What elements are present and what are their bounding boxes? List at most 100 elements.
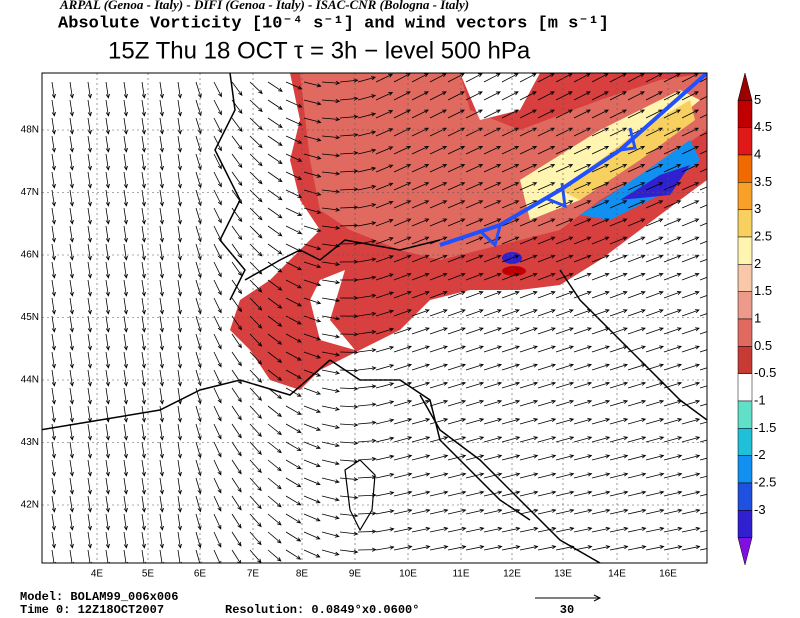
wind-arrow [681, 309, 700, 317]
wind-arrow [195, 333, 202, 351]
wind-arrow [285, 171, 303, 180]
wind-arrow [105, 477, 110, 495]
wind-arrow [267, 477, 282, 490]
wind-arrow [411, 73, 429, 83]
wind-arrow [393, 73, 411, 83]
wind-arrow [87, 225, 92, 243]
wind-arrow [609, 399, 629, 407]
header-line1: ARPAL (Genoa - Italy) - DIFI (Genoa - It… [59, 0, 469, 12]
wind-arrow [123, 243, 128, 261]
wind-arrow [177, 387, 182, 405]
colorbar-label: -1 [754, 392, 766, 407]
wind-arrow [465, 200, 484, 209]
wind-arrow [141, 387, 146, 405]
wind-arrow [123, 369, 128, 387]
wind-arrow [447, 91, 465, 101]
wind-arrow [285, 549, 302, 560]
wind-arrow [357, 203, 377, 209]
wind-arrow [519, 236, 538, 245]
wind-arrow [87, 477, 92, 495]
wind-arrow [249, 153, 263, 167]
wind-arrow [573, 508, 593, 515]
wind-arrow [627, 436, 647, 443]
wind-arrow [609, 109, 627, 119]
wind-arrow [663, 490, 683, 497]
model-label: Model: BOLAM99_006x006 [20, 590, 178, 604]
wind-arrow [645, 291, 664, 299]
wind-arrow [591, 363, 611, 371]
wind-arrow [303, 351, 322, 359]
wind-arrow [267, 153, 283, 165]
graticule-labels: 4E 5E 6E 7E 8E 9E 10E 11E 12E 13E 14E 16E 48N 47N 46N 4… [21, 125, 678, 580]
wind-arrow [609, 272, 628, 281]
wind-arrow [681, 236, 700, 245]
wind-arrow [699, 385, 707, 389]
wind-arrow [141, 99, 146, 117]
wind-arrow [159, 333, 164, 351]
wind-arrow [213, 549, 222, 563]
wind-arrow [213, 279, 222, 296]
wind-arrow [429, 218, 448, 227]
wind-arrow [483, 363, 503, 371]
wind-arrow [195, 513, 202, 531]
wind-arrow [591, 399, 611, 407]
wind-arrow [159, 297, 164, 315]
wind-arrow [537, 327, 556, 335]
wind-arrow [645, 200, 664, 209]
wind-arrow [177, 531, 182, 549]
wind-arrow [375, 182, 394, 191]
wind-arrow [699, 258, 707, 263]
wind-arrow [573, 436, 593, 443]
wind-arrow [699, 403, 707, 407]
wind-arrow [429, 309, 448, 317]
wind-arrow [501, 164, 520, 173]
wind-arrow [681, 164, 700, 173]
wind-arrow [375, 400, 395, 407]
wind-arrow [429, 327, 448, 335]
colorbar-bin [737, 209, 753, 238]
wind-arrow [483, 526, 503, 533]
wind-arrow [159, 351, 164, 369]
wind-arrow [213, 405, 222, 422]
wind-arrow [159, 495, 164, 513]
wind-arrow [195, 279, 202, 297]
wind-arrow [501, 490, 521, 497]
wind-arrow [501, 272, 520, 281]
wind-arrow [123, 333, 128, 351]
wind-arrow [249, 207, 263, 221]
wind-arrow [375, 345, 395, 353]
wind-arrow [339, 314, 359, 319]
wind-arrow [447, 345, 466, 353]
wind-arrow [699, 439, 707, 443]
wind-arrow [591, 345, 610, 353]
wind-arrow [141, 351, 146, 369]
wind-arrow [681, 182, 700, 191]
wind-arrow [357, 112, 377, 119]
wind-arrow [645, 91, 663, 101]
wind-arrow [573, 272, 592, 281]
wind-arrow [267, 81, 283, 92]
wind-arrow [447, 490, 467, 497]
wind-arrow [141, 405, 146, 423]
wind-arrow [159, 405, 164, 423]
wind-arrow [213, 333, 222, 350]
wind-arrow [177, 513, 182, 531]
wind-arrow [591, 254, 610, 263]
wind-arrow [159, 99, 164, 117]
wind-arrow [69, 243, 74, 261]
colorbar-label: -2 [754, 447, 766, 462]
wind-arrow [123, 387, 128, 405]
wind-arrow [429, 73, 447, 83]
wind-arrow [87, 369, 92, 387]
wind-arrow [663, 73, 681, 83]
wind-arrow [573, 182, 592, 191]
wind-arrow [393, 436, 413, 443]
lat-label: 46N [21, 250, 39, 261]
wind-arrow [609, 363, 629, 371]
colorbar-label: 4.5 [754, 119, 772, 134]
wind-arrow [303, 441, 321, 449]
wind-arrow [501, 454, 521, 461]
wind-arrow [537, 218, 556, 227]
wind-arrow [105, 387, 110, 405]
wind-arrow [573, 381, 593, 389]
